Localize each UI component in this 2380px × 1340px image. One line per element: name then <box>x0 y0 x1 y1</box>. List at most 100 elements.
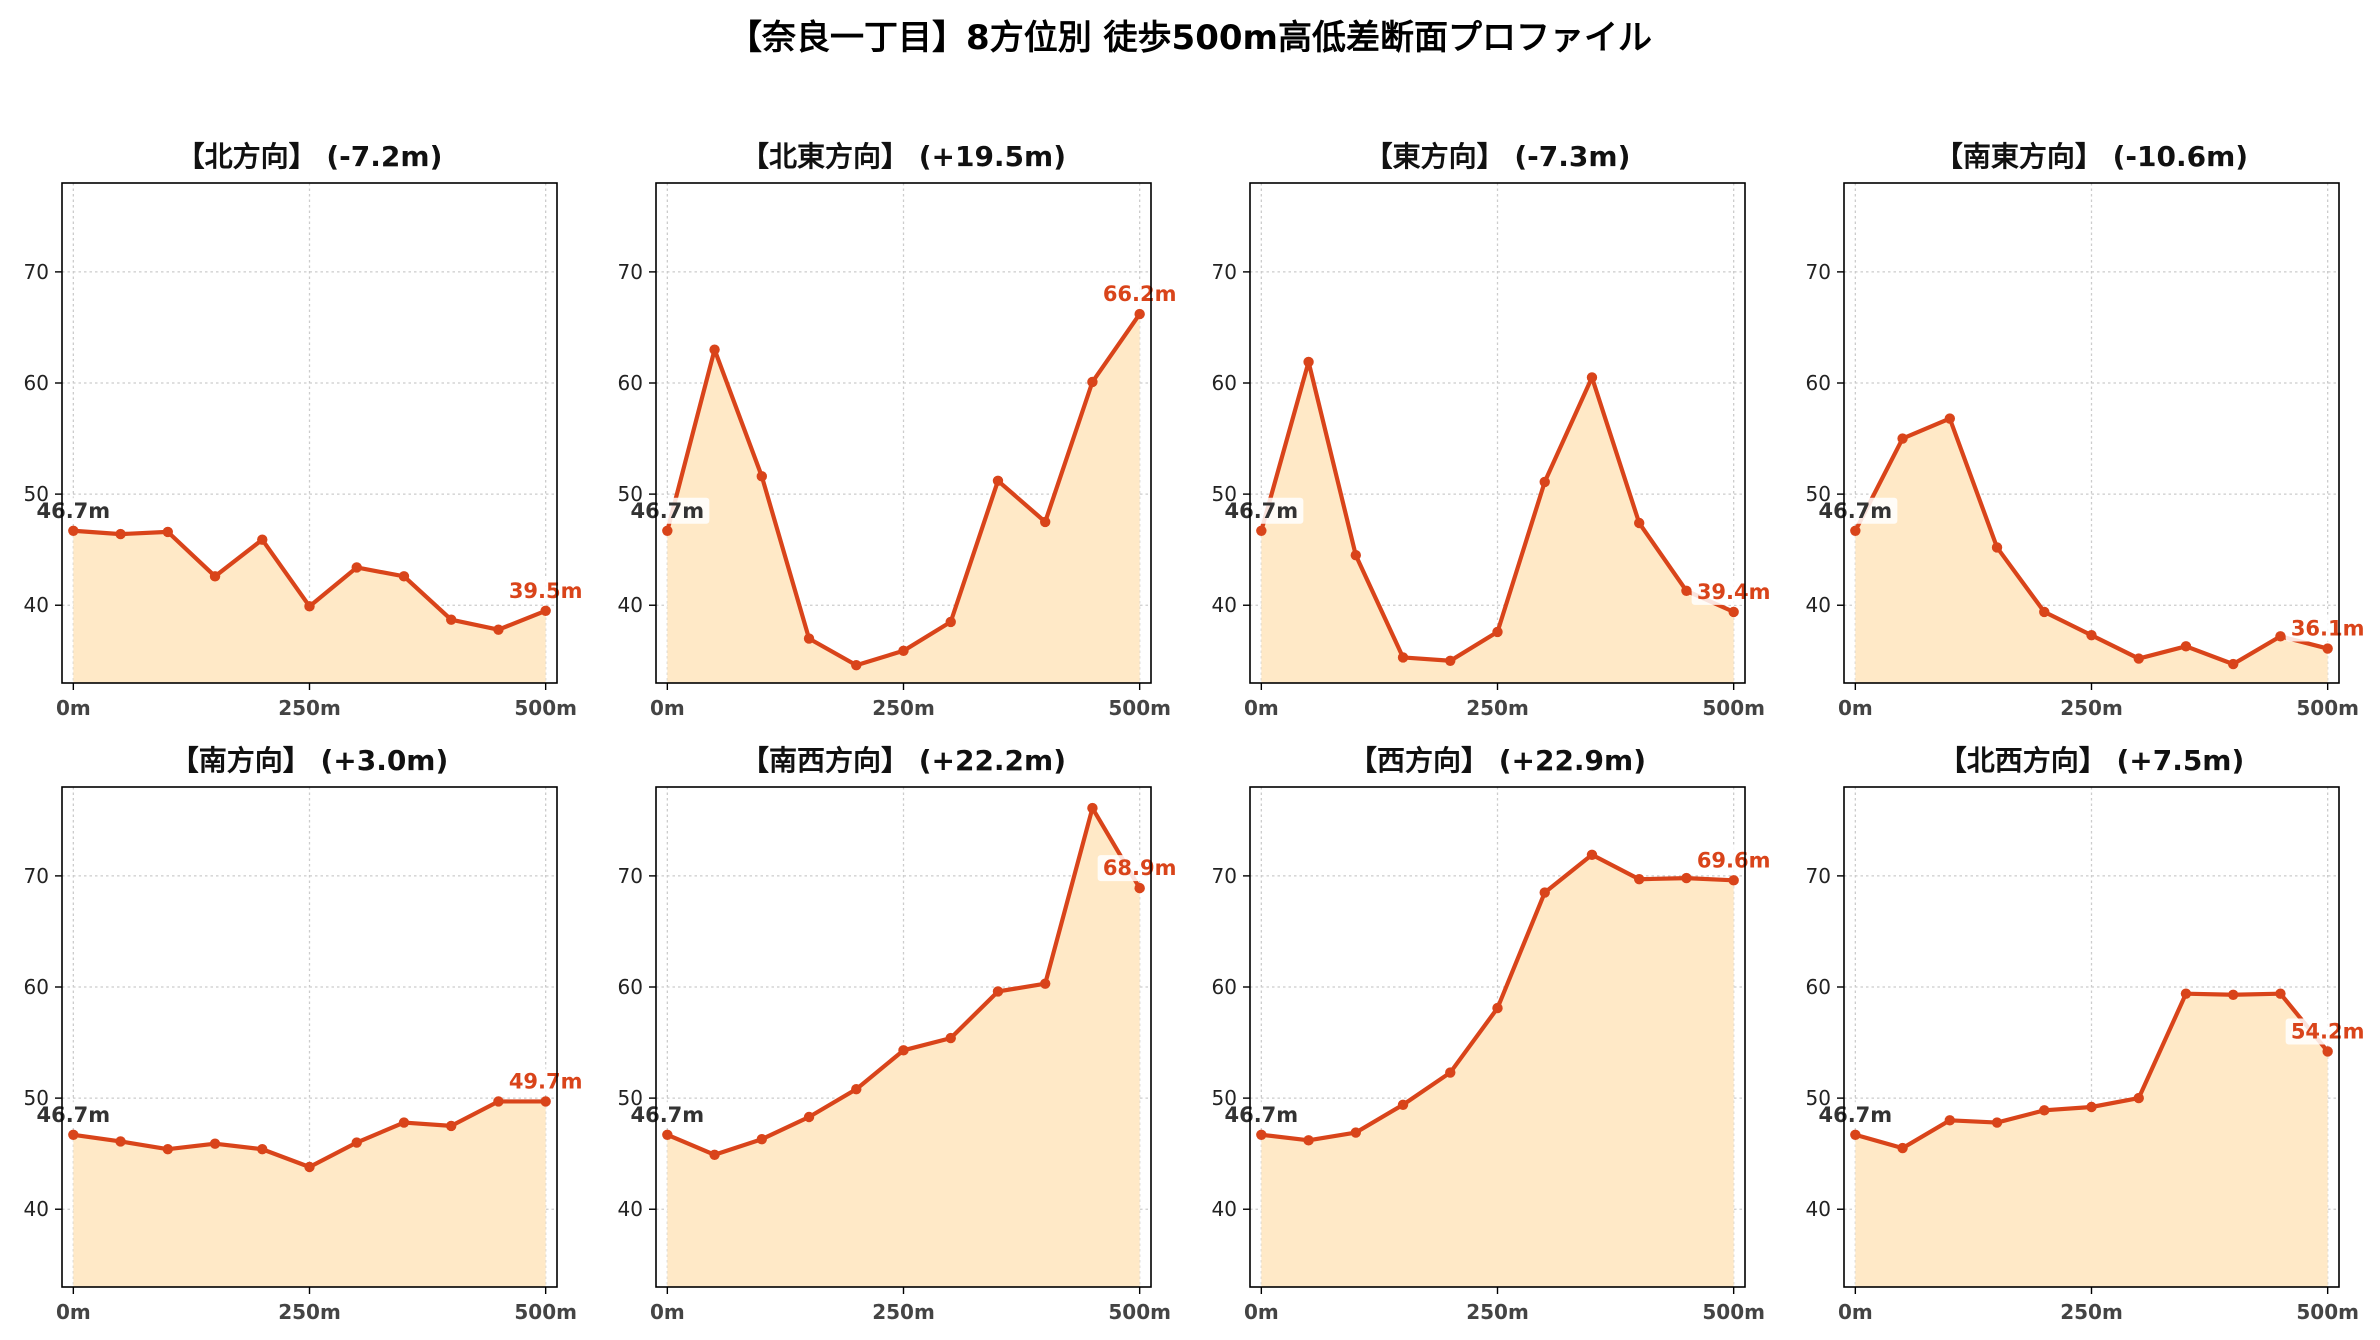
data-point <box>1728 875 1739 886</box>
data-point <box>662 1129 673 1140</box>
y-tick-label: 50 <box>1212 1086 1237 1110</box>
start-label-bg <box>1219 1101 1304 1128</box>
data-point <box>1087 376 1098 388</box>
figure-title: 【奈良一丁目】8方位別 徒歩500m高低差断面プロファイル <box>728 18 1652 58</box>
end-label-bg <box>2285 615 2370 642</box>
end-label-bg <box>1097 855 1182 882</box>
data-point <box>1850 525 1861 536</box>
data-point <box>1633 517 1645 529</box>
data-point <box>2039 606 2050 618</box>
x-tick-label: 250m <box>278 696 341 720</box>
x-tick-label: 0m <box>1838 1300 1873 1324</box>
data-point <box>803 633 815 644</box>
data-point <box>2180 641 2192 652</box>
subplot-title: 【北方向】 (-7.2m) <box>177 140 443 173</box>
data-point <box>1134 882 1145 894</box>
x-tick-label: 500m <box>1108 696 1171 720</box>
data-point <box>1350 1127 1362 1138</box>
data-point <box>756 1134 768 1145</box>
data-point <box>351 562 362 573</box>
y-tick-label: 60 <box>1806 371 1831 395</box>
data-point <box>851 660 862 671</box>
data-point <box>2275 988 2286 999</box>
y-tick-label: 40 <box>1806 1197 1831 1221</box>
y-tick-label: 60 <box>618 975 643 999</box>
x-tick-label: 0m <box>1244 696 1279 720</box>
data-point <box>898 645 909 656</box>
subplot-7: 46.7m 54.2m 40 50 60 70 0m 250m 500m 【北西方向】 (+7.5… <box>1806 744 2370 1324</box>
start-elevation-label: 46.7m <box>1224 1103 1298 1127</box>
x-tick-label: 500m <box>1702 1300 1765 1324</box>
data-point <box>1897 433 1908 444</box>
subplot-6: 46.7m 69.6m 40 50 60 70 0m 250m 500m 【西方向】 (+22.9… <box>1212 744 1776 1324</box>
data-point <box>257 1144 268 1155</box>
data-point <box>115 528 126 540</box>
data-point <box>115 1136 126 1147</box>
end-label-bg <box>1691 847 1776 874</box>
data-point <box>1944 413 1956 424</box>
data-point <box>1728 606 1739 618</box>
data-point <box>1681 872 1692 884</box>
data-point <box>2180 988 2192 999</box>
start-label-bg <box>31 1101 116 1128</box>
end-elevation-label: 68.9m <box>1103 856 1177 880</box>
subplot-1: 46.7m 66.2m 40 50 60 70 0m 250m 500m 【北東方向】 (+19.… <box>618 140 1182 720</box>
x-tick-label: 500m <box>2296 696 2359 720</box>
data-point <box>2322 1046 2333 1057</box>
y-tick-label: 50 <box>24 1086 49 1110</box>
data-point <box>1039 978 1051 989</box>
end-label-bg <box>503 1068 588 1095</box>
y-tick-label: 60 <box>24 975 49 999</box>
y-tick-label: 60 <box>24 371 49 395</box>
end-elevation-label: 39.4m <box>1697 580 1771 604</box>
end-elevation-label: 69.6m <box>1697 848 1771 872</box>
y-tick-label: 70 <box>618 260 643 284</box>
end-label-bg <box>1097 281 1182 308</box>
data-point <box>2275 631 2286 642</box>
data-point <box>1991 542 2003 553</box>
data-point <box>2133 1092 2144 1104</box>
end-elevation-label: 36.1m <box>2291 617 2365 641</box>
data-point <box>709 344 720 355</box>
elevation-area <box>667 314 1140 683</box>
data-point <box>445 614 457 625</box>
elevation-area <box>1261 854 1734 1287</box>
x-tick-label: 250m <box>2060 1300 2123 1324</box>
x-tick-label: 0m <box>56 696 91 720</box>
y-tick-label: 70 <box>24 260 49 284</box>
data-point <box>257 534 268 545</box>
end-elevation-label: 39.5m <box>509 579 583 603</box>
data-point <box>304 1161 315 1173</box>
end-elevation-label: 54.2m <box>2291 1019 2365 1043</box>
x-tick-label: 250m <box>872 1300 935 1324</box>
data-point <box>209 1138 221 1149</box>
y-tick-label: 70 <box>618 864 643 888</box>
x-tick-label: 250m <box>1466 696 1529 720</box>
x-tick-label: 0m <box>650 696 685 720</box>
start-elevation-label: 46.7m <box>1224 499 1298 523</box>
data-point <box>2322 643 2333 654</box>
data-point <box>1586 849 1598 860</box>
elevation-area <box>667 808 1140 1287</box>
y-tick-label: 50 <box>618 482 643 506</box>
data-point <box>1445 1067 1456 1078</box>
data-point <box>2133 653 2144 664</box>
y-tick-label: 50 <box>1806 482 1831 506</box>
data-point <box>2086 1101 2097 1113</box>
data-point <box>1897 1142 1908 1154</box>
y-tick-label: 40 <box>24 593 49 617</box>
data-point <box>1256 525 1267 536</box>
y-tick-label: 70 <box>1806 260 1831 284</box>
y-tick-label: 40 <box>1806 593 1831 617</box>
data-point <box>540 1096 551 1107</box>
data-point <box>1492 1002 1503 1014</box>
start-elevation-label: 46.7m <box>36 1103 110 1127</box>
data-point <box>1991 1117 2003 1128</box>
subplot-5: 46.7m 68.9m 40 50 60 70 0m 250m 500m 【南西方向】 (+22.… <box>618 744 1182 1324</box>
data-point <box>1397 652 1409 663</box>
end-label-bg <box>2285 1018 2370 1045</box>
end-elevation-label: 49.7m <box>509 1069 583 1093</box>
elevation-area <box>1855 993 2328 1287</box>
y-tick-label: 60 <box>1212 371 1237 395</box>
